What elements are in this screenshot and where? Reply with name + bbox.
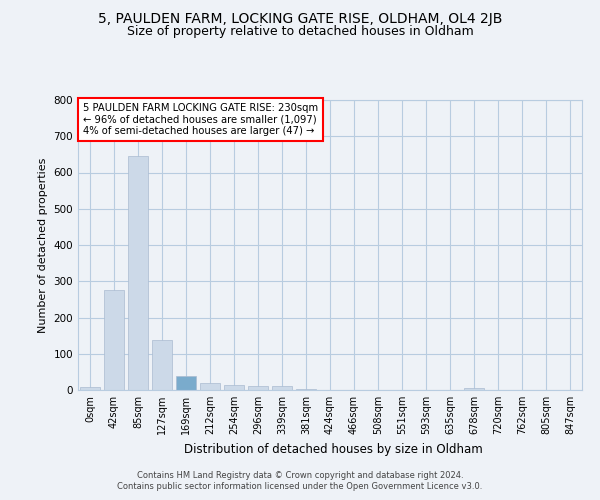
Bar (224, 386, 244, 390)
Text: Distribution of detached houses by size in Oldham: Distribution of detached houses by size … (184, 442, 482, 456)
Bar (464, 388, 484, 390)
Bar (272, 386, 292, 390)
Bar (104, 290, 124, 390)
Bar (128, 156, 148, 390)
Bar (248, 386, 268, 390)
Y-axis label: Number of detached properties: Number of detached properties (38, 158, 48, 332)
Text: Size of property relative to detached houses in Oldham: Size of property relative to detached ho… (127, 25, 473, 38)
Text: 5, PAULDEN FARM, LOCKING GATE RISE, OLDHAM, OL4 2JB: 5, PAULDEN FARM, LOCKING GATE RISE, OLDH… (98, 12, 502, 26)
Bar (80, 387, 100, 390)
Text: 5 PAULDEN FARM LOCKING GATE RISE: 230sqm
← 96% of detached houses are smaller (1: 5 PAULDEN FARM LOCKING GATE RISE: 230sqm… (83, 103, 318, 136)
Bar (176, 376, 196, 390)
Text: Contains public sector information licensed under the Open Government Licence v3: Contains public sector information licen… (118, 482, 482, 491)
Bar (152, 340, 172, 390)
Text: Contains HM Land Registry data © Crown copyright and database right 2024.: Contains HM Land Registry data © Crown c… (137, 471, 463, 480)
Bar (200, 384, 220, 390)
